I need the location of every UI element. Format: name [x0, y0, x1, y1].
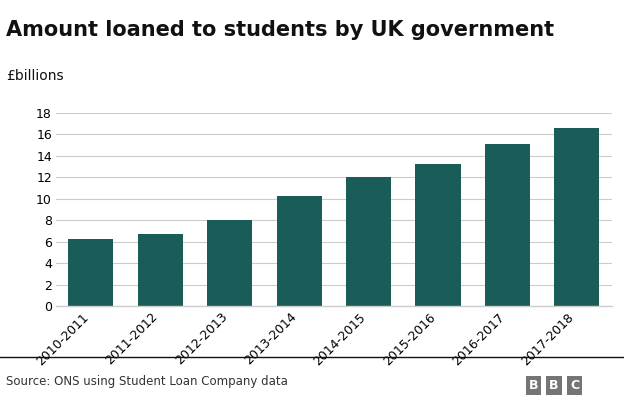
Bar: [207, 220, 252, 306]
Text: C: C: [570, 379, 579, 392]
Bar: [68, 239, 114, 306]
Text: Amount loaned to students by UK government: Amount loaned to students by UK governme…: [6, 20, 554, 40]
Bar: [485, 144, 530, 306]
Bar: [276, 195, 322, 306]
Bar: [346, 177, 391, 306]
Bar: [554, 128, 600, 306]
Text: £billions: £billions: [6, 69, 64, 83]
Text: B: B: [549, 379, 559, 392]
Text: Source: ONS using Student Loan Company data: Source: ONS using Student Loan Company d…: [6, 375, 288, 388]
Bar: [138, 234, 183, 306]
Bar: [416, 164, 461, 306]
Text: B: B: [529, 379, 539, 392]
